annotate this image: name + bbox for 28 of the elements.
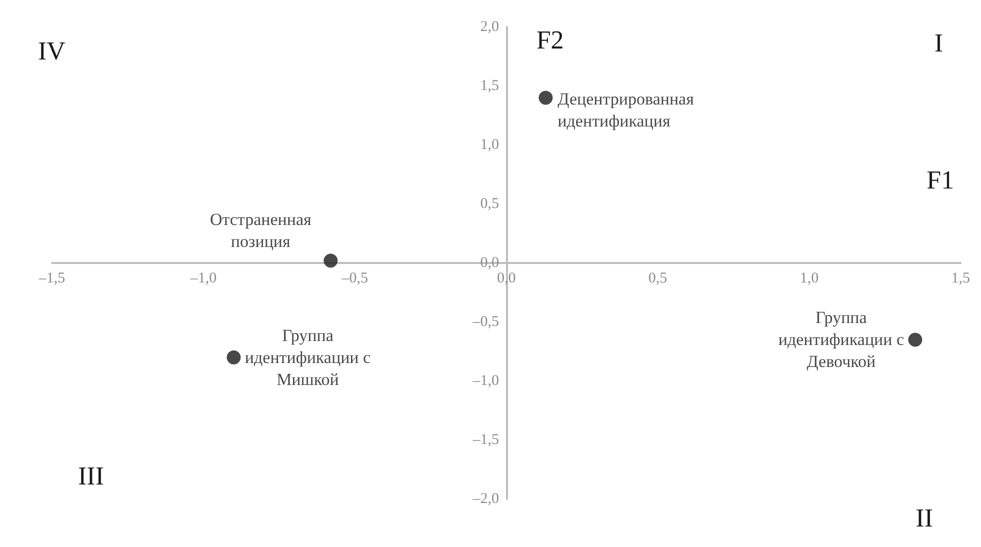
point [226,350,241,364]
annotation: IV [38,36,66,66]
y-tick-label: 0,5 [480,196,499,212]
annotation: III [78,462,104,490]
annotation: Группа идентификации с Девочкой [778,308,904,372]
annotation: I [934,28,944,58]
x-tick-label: –0,5 [340,270,368,286]
x-tick-label: –1,0 [189,270,217,286]
x-tick-label: 0,5 [648,270,668,286]
annotation: Отстраненная позиция [210,210,312,252]
x-tick-label: 1,5 [951,270,970,286]
x-tick-label: –1,5 [38,270,66,286]
x-axis-title: F1 [926,166,954,194]
text: II [916,504,934,532]
y-tick-label: –1,0 [472,373,499,389]
y-tick-label: 2,0 [480,19,499,35]
y-axis-title: F2 [536,26,564,54]
point [324,254,338,268]
annotation: Децентрированная идентификация [558,89,694,130]
point [908,332,922,347]
y-tick-label: –2,0 [472,491,499,507]
y-tick-label: –1,5 [472,432,499,448]
annotation: Группа идентификации с Мишкой [244,326,372,389]
y-tick-label: 1,0 [480,137,499,153]
y-tick-label: –0,5 [472,314,499,330]
x-tick-label: 1,0 [800,270,819,286]
point [538,90,553,105]
y-tick-label: 1,5 [480,78,499,94]
